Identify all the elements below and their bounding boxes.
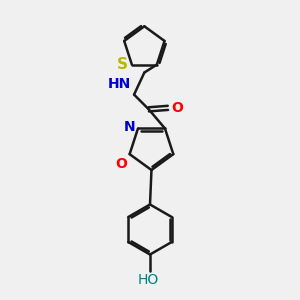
Text: O: O (171, 101, 183, 115)
Text: S: S (117, 57, 128, 72)
Text: HO: HO (138, 273, 159, 287)
Text: O: O (116, 157, 127, 171)
Text: HN: HN (108, 77, 131, 91)
Text: N: N (123, 120, 135, 134)
